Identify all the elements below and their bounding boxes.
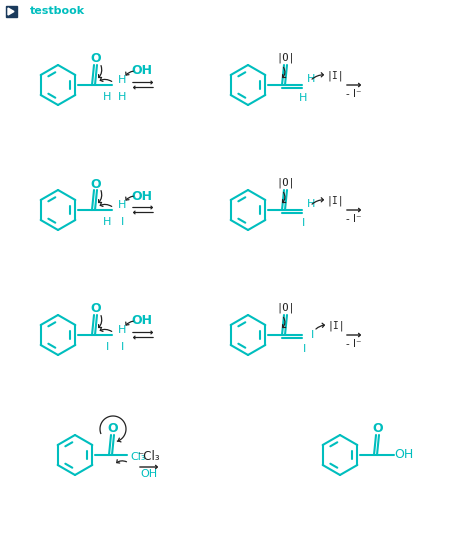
Bar bbox=[6, 6, 17, 17]
Text: I: I bbox=[302, 344, 306, 354]
Text: |I|: |I| bbox=[326, 71, 344, 81]
Text: H: H bbox=[299, 93, 307, 103]
Text: H: H bbox=[118, 200, 126, 210]
Text: H: H bbox=[307, 199, 315, 209]
Text: O: O bbox=[373, 422, 383, 435]
Text: H: H bbox=[118, 92, 126, 102]
Text: I: I bbox=[120, 342, 123, 352]
Text: H: H bbox=[103, 217, 111, 227]
Text: O: O bbox=[91, 178, 101, 191]
Polygon shape bbox=[8, 8, 14, 15]
Text: - I⁻: - I⁻ bbox=[346, 339, 362, 349]
Text: |I|: |I| bbox=[327, 321, 345, 331]
Text: H: H bbox=[118, 75, 126, 85]
Text: I: I bbox=[301, 218, 305, 228]
Text: O: O bbox=[91, 52, 101, 65]
Text: OH: OH bbox=[394, 449, 413, 462]
Text: OH: OH bbox=[131, 64, 152, 78]
Text: Cl₃: Cl₃ bbox=[130, 452, 146, 462]
Text: - I⁻: - I⁻ bbox=[346, 89, 362, 99]
Text: |O|: |O| bbox=[277, 178, 295, 188]
Text: ⁻Cl₃: ⁻Cl₃ bbox=[138, 450, 160, 463]
Text: H: H bbox=[307, 74, 315, 84]
Text: O: O bbox=[91, 302, 101, 315]
Text: OH: OH bbox=[131, 190, 152, 202]
Text: H: H bbox=[103, 92, 111, 102]
Text: testbook: testbook bbox=[30, 6, 85, 17]
Text: I: I bbox=[310, 330, 314, 340]
Text: O: O bbox=[108, 422, 118, 435]
Text: OH: OH bbox=[131, 314, 152, 327]
Text: - I⁻: - I⁻ bbox=[346, 214, 362, 224]
Text: |O|: |O| bbox=[277, 53, 295, 63]
Text: |O|: |O| bbox=[277, 303, 295, 313]
Text: OH: OH bbox=[140, 469, 158, 479]
Text: |I|: |I| bbox=[326, 195, 344, 206]
Text: H: H bbox=[118, 325, 126, 335]
Text: I: I bbox=[105, 342, 109, 352]
Text: I: I bbox=[120, 217, 123, 227]
